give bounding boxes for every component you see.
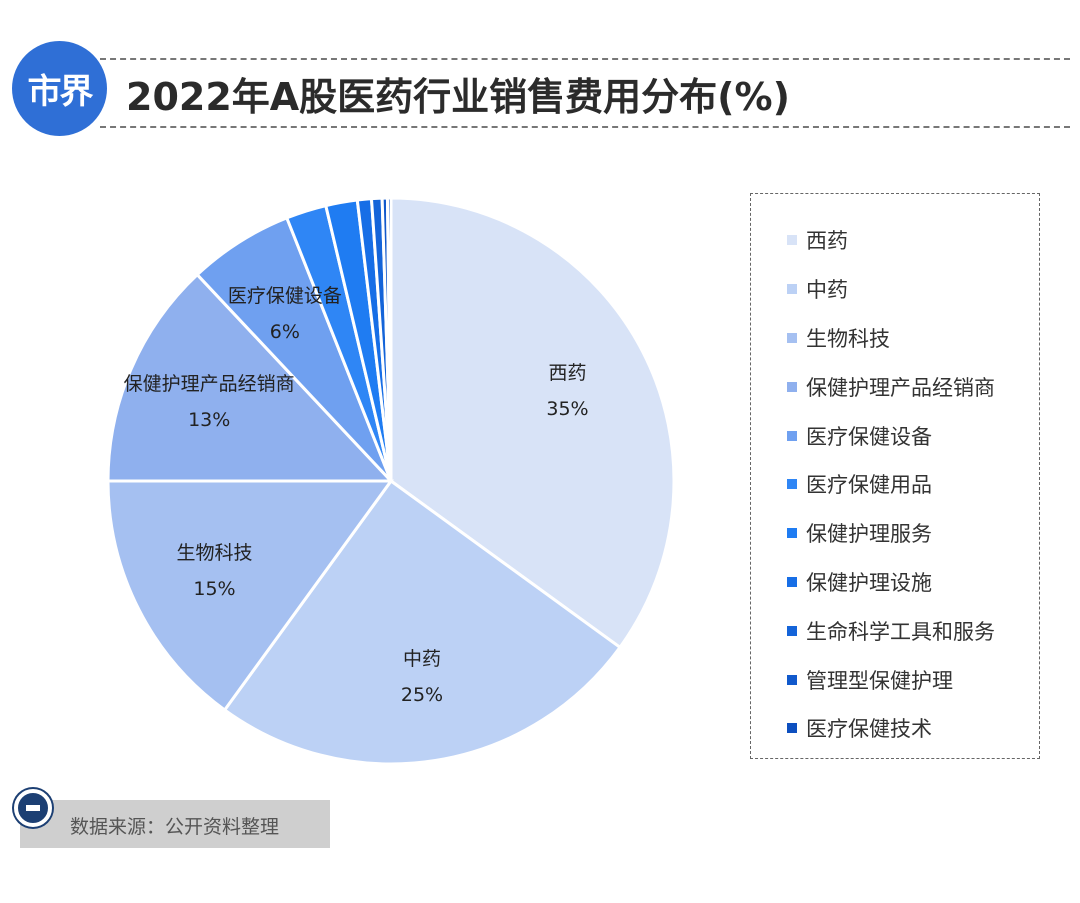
- pie-data-label-4: 医疗保健设备 6%: [228, 278, 342, 350]
- pie-data-label-1: 中药 25%: [401, 641, 443, 713]
- source-box: 数据来源：公开资料整理: [20, 800, 330, 848]
- legend-label: 保健护理服务: [806, 522, 932, 547]
- legend-label: 生命科学工具和服务: [806, 619, 995, 644]
- legend-swatch: [787, 625, 797, 636]
- chart-title: 2022年A股医药行业销售费用分布(%): [126, 75, 790, 119]
- legend-swatch: [787, 479, 797, 490]
- legend-item: 中药: [787, 265, 995, 314]
- legend-item: 生物科技: [787, 314, 995, 363]
- pie-label-name: 西药: [548, 362, 587, 385]
- legend-list: 西药中药生物科技保健护理产品经销商 医疗保健设备 医疗保健用品 保健护理服务 保健护理设…: [787, 216, 995, 753]
- pie-data-label-3: 保健护理产品经销商 13%: [124, 366, 295, 438]
- legend-item: 保健护理设施: [787, 558, 995, 607]
- legend-label: 管理型保健护理: [806, 668, 953, 693]
- legend-item: 管理型保健护理: [787, 655, 995, 704]
- legend-label: 医疗保健技术: [806, 717, 932, 742]
- pie-label-name: 生物科技: [176, 541, 253, 564]
- legend-label: 保健护理设施: [806, 570, 932, 595]
- pie-slice-3: [106, 272, 395, 483]
- legend-swatch: [787, 430, 797, 441]
- legend-swatch: [787, 235, 797, 246]
- pie-data-label-0: 西药 35%: [546, 355, 588, 427]
- pie-slice-1: [222, 478, 623, 766]
- legend-item: 西药: [787, 216, 995, 265]
- legend-label: 医疗保健用品: [806, 473, 932, 498]
- legend-swatch: [787, 723, 797, 734]
- pie-label-value: 25%: [400, 683, 444, 706]
- pie-label-value: 6%: [269, 320, 300, 343]
- header-rule-top: [100, 58, 1070, 60]
- legend-item: 生命科学工具和服务: [787, 606, 995, 655]
- source-text: 数据来源：公开资料整理: [70, 816, 280, 838]
- legend-item: 医疗保健设备: [787, 411, 995, 460]
- legend-swatch: [787, 674, 797, 685]
- legend-label: 医疗保健设备: [806, 424, 932, 449]
- pie-label-name: 保健护理产品经销商: [123, 373, 295, 396]
- pie-label-name: 中药: [402, 647, 441, 670]
- legend-swatch: [787, 284, 797, 295]
- legend-label: 生物科技: [806, 326, 890, 351]
- pie-chart: [106, 196, 676, 766]
- legend-item: 医疗保健用品: [787, 460, 995, 509]
- legend: 西药中药生物科技保健护理产品经销商 医疗保健设备 医疗保健用品 保健护理服务 保健护理设…: [750, 193, 1040, 759]
- pie-label-name: 医疗保健设备: [227, 284, 342, 307]
- legend-label: 保健护理产品经销商: [806, 375, 995, 400]
- legend-item: 医疗保健技术: [787, 704, 995, 753]
- pie-slice-2: [106, 479, 394, 713]
- header-rule-bottom: [100, 126, 1070, 128]
- pie-label-value: 13%: [188, 409, 231, 432]
- legend-swatch: [787, 381, 797, 392]
- legend-swatch: [787, 332, 797, 343]
- legend-swatch: [787, 576, 797, 587]
- legend-label: 中药: [806, 278, 848, 303]
- legend-item: 保健护理产品经销商: [787, 362, 995, 411]
- logo-text: 市界: [27, 72, 94, 112]
- legend-item: 保健护理服务: [787, 509, 995, 558]
- legend-label: 西药: [806, 229, 848, 254]
- pie-data-label-2: 生物科技 15%: [176, 535, 252, 607]
- pie-label-value: 15%: [193, 577, 236, 600]
- pie-slice-0: [389, 196, 676, 650]
- brand-logo: 市界: [12, 41, 107, 136]
- source-icon: [14, 789, 52, 827]
- pie-label-value: 35%: [546, 398, 589, 421]
- pie-slice-10: [385, 196, 393, 482]
- legend-swatch: [787, 528, 797, 539]
